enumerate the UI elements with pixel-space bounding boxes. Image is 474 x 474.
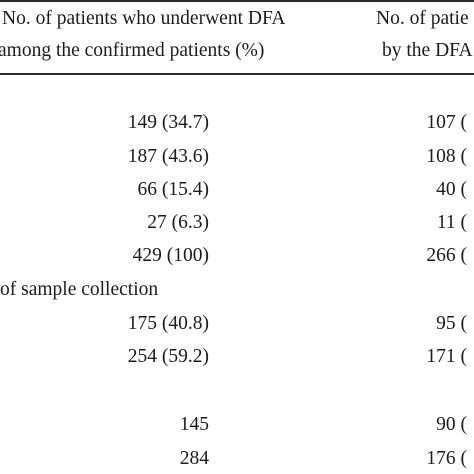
header-rule bbox=[0, 73, 474, 75]
header-col1-line1: No. of patients who underwent DFA bbox=[2, 8, 286, 29]
row-3-col2: 40 ( bbox=[436, 179, 467, 200]
header-col2-line1: No. of patie bbox=[376, 8, 469, 29]
row-6-col1: 175 (40.8) bbox=[127, 313, 209, 334]
row-1-col1: 149 (34.7) bbox=[127, 112, 209, 133]
row-3-col1: 66 (15.4) bbox=[137, 179, 210, 200]
row-6-col2: 95 ( bbox=[436, 313, 467, 334]
header-col1-line2: among the confirmed patients (%) bbox=[0, 40, 265, 61]
row-2-col2: 108 ( bbox=[426, 146, 467, 167]
row-8-col1: 145 bbox=[179, 414, 209, 435]
section-label-sample: of sample collection bbox=[0, 279, 159, 300]
row-4-col1: 27 (6.3) bbox=[147, 212, 209, 233]
row-5-col1: 429 (100) bbox=[132, 245, 209, 266]
row-8-col2: 90 ( bbox=[436, 414, 467, 435]
row-5-col2: 266 ( bbox=[426, 245, 467, 266]
row-1-col2: 107 ( bbox=[426, 112, 467, 133]
top-rule bbox=[0, 0, 474, 2]
row-7-col1: 254 (59.2) bbox=[127, 346, 209, 367]
row-7-col2: 171 ( bbox=[426, 346, 467, 367]
row-9-col1: 284 bbox=[179, 448, 209, 469]
row-2-col1: 187 (43.6) bbox=[127, 146, 209, 167]
header-col2-line2: by the DFA bbox=[382, 40, 473, 61]
row-4-col2: 11 ( bbox=[436, 212, 467, 233]
row-9-col2: 176 ( bbox=[426, 448, 467, 469]
